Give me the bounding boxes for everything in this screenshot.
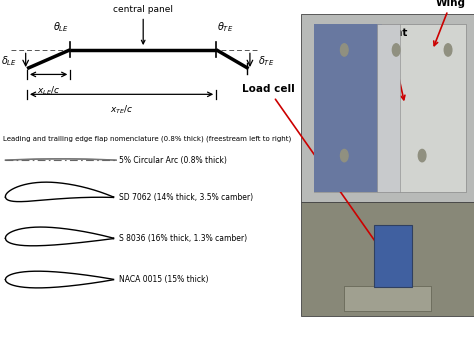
Text: Wing: Wing [434,0,466,46]
Text: central panel: central panel [113,5,173,44]
Text: 5% Circular Arc (0.8% thick): 5% Circular Arc (0.8% thick) [119,156,227,165]
Text: $\delta_{TE}$: $\delta_{TE}$ [258,54,274,68]
Bar [301,202,474,316]
Text: $\theta_{LE}$: $\theta_{LE}$ [53,21,69,34]
Text: $\theta_{TE}$: $\theta_{TE}$ [218,21,234,34]
Text: Load cell: Load cell [242,84,385,255]
Bar [301,14,474,202]
Circle shape [340,150,348,162]
Text: $\delta_{LE}$: $\delta_{LE}$ [1,54,18,68]
Text: $x_{TE}/c$: $x_{TE}/c$ [110,104,133,116]
Text: SD 7062 (14% thick, 3.5% camber): SD 7062 (14% thick, 3.5% camber) [119,193,253,202]
Text: Mount: Mount [370,28,408,100]
Bar [314,24,382,192]
Bar [344,286,431,311]
Bar [314,24,465,192]
Bar [377,24,400,192]
Circle shape [419,150,426,162]
Text: S 8036 (16% thick, 1.3% camber): S 8036 (16% thick, 1.3% camber) [119,234,247,243]
Text: Leading and trailing edge flap nomenclature (0.8% thick) (freestream left to rig: Leading and trailing edge flap nomenclat… [3,136,291,142]
Circle shape [392,44,400,56]
Circle shape [444,44,452,56]
Bar [374,225,411,287]
Text: NACA 0015 (15% thick): NACA 0015 (15% thick) [119,275,209,284]
Text: $x_{LE}/c$: $x_{LE}/c$ [37,84,60,96]
Circle shape [340,44,348,56]
